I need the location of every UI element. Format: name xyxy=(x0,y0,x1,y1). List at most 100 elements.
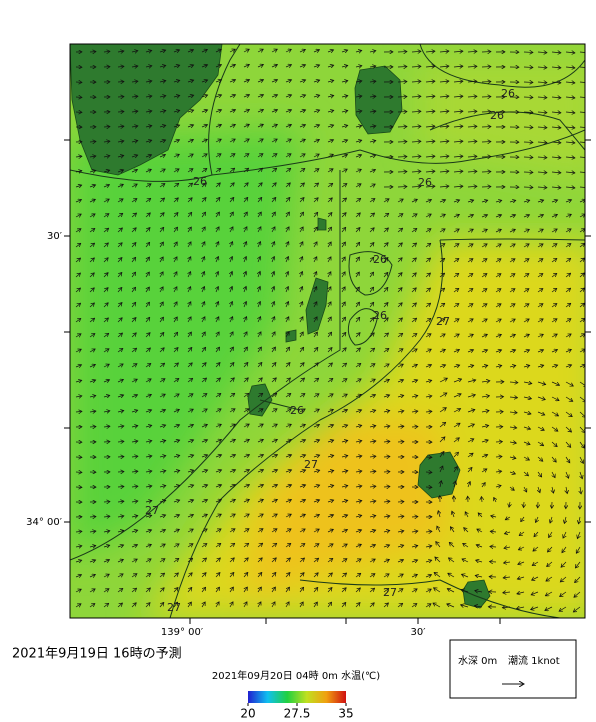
current-arrow xyxy=(243,470,250,472)
current-arrow xyxy=(188,272,191,278)
current-arrow xyxy=(411,141,421,142)
current-arrow xyxy=(369,410,376,412)
current-arrow xyxy=(551,381,560,385)
current-arrow xyxy=(215,139,221,142)
current-arrow xyxy=(243,362,248,368)
current-arrow xyxy=(453,171,463,172)
current-arrow xyxy=(131,228,136,233)
current-arrow xyxy=(467,453,473,458)
current-arrow xyxy=(481,396,490,397)
current-arrow xyxy=(145,333,150,338)
current-arrow xyxy=(397,199,403,202)
current-arrow xyxy=(89,185,96,187)
current-arrow xyxy=(117,364,123,367)
current-arrow xyxy=(117,426,124,427)
current-arrow xyxy=(215,212,219,218)
current-arrow xyxy=(425,334,431,337)
current-arrow xyxy=(341,81,348,82)
current-arrow xyxy=(131,141,138,142)
current-arrow xyxy=(467,244,473,247)
current-arrow xyxy=(159,425,166,427)
current-arrow xyxy=(314,272,317,278)
current-arrow xyxy=(258,317,261,323)
current-arrow xyxy=(355,302,360,308)
current-arrow xyxy=(257,197,262,203)
current-arrow xyxy=(271,95,278,97)
current-arrow xyxy=(300,302,303,308)
current-arrow xyxy=(299,440,306,442)
current-arrow xyxy=(103,258,108,263)
current-arrow xyxy=(173,198,178,203)
current-arrow xyxy=(383,426,390,427)
current-arrow xyxy=(355,379,361,382)
current-arrow xyxy=(271,110,278,112)
current-arrow xyxy=(257,393,263,398)
current-arrow xyxy=(397,380,404,382)
current-arrow xyxy=(145,441,152,442)
current-arrow xyxy=(509,382,518,383)
current-arrow xyxy=(131,456,138,457)
current-arrow xyxy=(131,395,138,397)
current-arrow xyxy=(229,439,235,442)
current-arrow xyxy=(188,317,191,323)
current-arrow xyxy=(243,95,250,97)
current-arrow xyxy=(75,334,81,337)
contour-label: 26 xyxy=(290,404,304,417)
current-arrow xyxy=(411,171,421,172)
current-arrow xyxy=(75,380,82,382)
current-arrow xyxy=(285,440,291,442)
current-arrow xyxy=(216,271,218,278)
current-arrow xyxy=(215,470,222,472)
current-arrow xyxy=(89,334,95,338)
current-arrow xyxy=(216,302,219,308)
current-arrow xyxy=(341,332,346,338)
current-arrow xyxy=(314,227,317,233)
current-arrow xyxy=(341,440,348,442)
current-arrow xyxy=(117,272,122,278)
current-arrow xyxy=(383,287,388,293)
current-arrow xyxy=(75,365,82,367)
current-arrow xyxy=(481,440,488,442)
current-arrow xyxy=(369,426,376,427)
current-arrow xyxy=(300,332,303,338)
current-arrow xyxy=(579,456,583,463)
current-arrow xyxy=(495,350,502,352)
current-arrow xyxy=(453,409,461,413)
current-arrow xyxy=(229,80,236,82)
current-arrow xyxy=(201,65,208,67)
current-arrow xyxy=(425,66,435,67)
current-arrow xyxy=(103,380,110,382)
current-arrow xyxy=(453,288,459,293)
current-arrow xyxy=(285,470,292,472)
current-arrow xyxy=(216,332,219,338)
current-arrow xyxy=(145,425,152,427)
current-arrow xyxy=(229,409,235,412)
current-arrow xyxy=(369,257,374,263)
current-arrow xyxy=(89,396,96,397)
current-arrow xyxy=(369,302,374,308)
current-arrow xyxy=(201,347,206,353)
current-arrow xyxy=(565,229,571,232)
current-arrow xyxy=(495,365,502,367)
current-arrow xyxy=(579,258,585,263)
current-arrow xyxy=(369,66,376,67)
current-arrow xyxy=(187,394,193,397)
current-arrow xyxy=(89,318,95,323)
current-arrow xyxy=(579,303,585,308)
contour-label: 26 xyxy=(373,309,387,322)
map-area: 26 26 26 26 26 26 26 27 27 27 27 27 xyxy=(70,44,585,618)
current-arrow xyxy=(551,365,558,367)
current-arrow xyxy=(215,110,222,112)
current-arrow xyxy=(439,378,447,383)
current-arrow xyxy=(103,333,109,338)
current-arrow xyxy=(341,242,345,248)
current-arrow xyxy=(355,96,362,97)
current-arrow xyxy=(439,186,449,187)
current-arrow xyxy=(173,95,180,97)
current-arrow xyxy=(103,426,110,427)
current-arrow xyxy=(383,228,388,233)
current-arrow xyxy=(439,126,449,127)
current-arrow xyxy=(159,348,164,353)
current-arrow xyxy=(159,242,163,248)
current-arrow xyxy=(173,227,178,233)
